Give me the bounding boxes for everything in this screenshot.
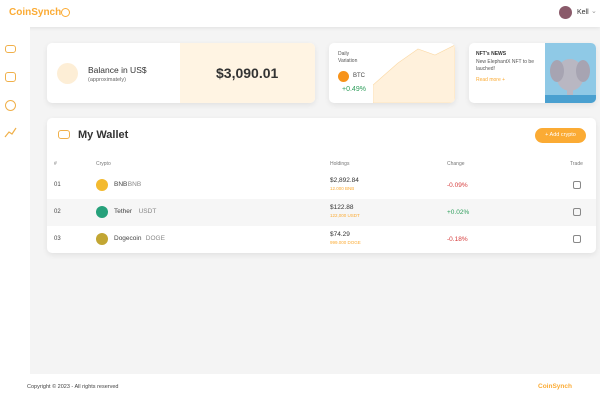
coin-symbol: DOGE xyxy=(145,235,165,242)
daily-coin: BTC xyxy=(353,73,365,79)
nav-icon[interactable] xyxy=(5,72,16,82)
footer-logo: CoinSynch xyxy=(538,383,572,390)
logo[interactable]: CoinSynch xyxy=(9,7,62,18)
holdings-usd: $122.88 xyxy=(330,204,354,211)
footer: Copyright © 2023 - All rights reserved C… xyxy=(0,374,600,400)
holdings-amount: 999.000 DOGE xyxy=(330,240,361,245)
add-crypto-button[interactable]: + Add crypto xyxy=(535,128,586,143)
column-header: # xyxy=(54,161,57,167)
wallet-card: My Wallet + Add crypto # Crypto Holdings Ch… xyxy=(47,118,596,253)
balance-title: Balance in US$ xyxy=(88,65,147,75)
balance-subtitle: (approximately) xyxy=(88,77,126,83)
nav-icon[interactable] xyxy=(5,45,16,53)
holdings-amount: 122,000 USDT xyxy=(330,213,360,218)
row-index: 03 xyxy=(54,236,61,242)
dropdown-arrow[interactable]: ⌄ xyxy=(591,8,597,15)
column-header: Crypto xyxy=(96,161,111,167)
column-header: Trade xyxy=(570,161,583,167)
holdings-usd: $2,892.84 xyxy=(330,177,359,184)
wallet-icon xyxy=(58,130,70,139)
news-title: NFT's NEWS xyxy=(476,51,507,57)
nav-icon[interactable] xyxy=(4,127,17,138)
row-index: 02 xyxy=(54,209,61,215)
coin-icon xyxy=(96,179,108,191)
copyright: Copyright © 2023 - All rights reserved xyxy=(27,384,119,390)
table-row xyxy=(47,199,596,226)
sidebar xyxy=(0,27,30,374)
balance-panel xyxy=(180,43,315,103)
column-header: Change xyxy=(447,161,465,167)
coin-name: Tether xyxy=(114,208,133,215)
change: +0.02% xyxy=(447,209,470,216)
logo-icon xyxy=(61,8,70,17)
variation-chart xyxy=(373,44,455,103)
header: CoinSynch Kell ⌄ xyxy=(0,0,600,27)
daily-change: +0.49% xyxy=(342,86,366,93)
news-card: NFT's NEWS New ElephantX NFT to be lauch… xyxy=(469,43,596,103)
wallet-title: My Wallet xyxy=(78,129,129,141)
coin-name: BNB xyxy=(114,181,128,188)
holdings-usd: $74.29 xyxy=(330,231,350,238)
coin-icon xyxy=(96,233,108,245)
news-link[interactable]: Read more + xyxy=(476,77,506,83)
balance-amount: $3,090.01 xyxy=(216,65,279,81)
row-index: 01 xyxy=(54,182,61,188)
balance-card: Balance in US$ (approximately) $3,090.01 xyxy=(47,43,315,103)
coin-icon xyxy=(96,206,108,218)
column-header: Holdings xyxy=(330,161,350,167)
btc-icon xyxy=(338,71,349,82)
coin-symbol: USDT xyxy=(138,208,157,215)
trade-button[interactable] xyxy=(573,235,581,243)
coin-name: Dogecoin xyxy=(114,235,142,242)
balance-icon xyxy=(57,63,78,84)
daily-card: Daily Variation BTC +0.49% xyxy=(329,43,455,103)
news-image xyxy=(545,43,596,103)
change: -0.18% xyxy=(447,236,468,243)
trade-button[interactable] xyxy=(573,208,581,216)
coin-symbol: BNB xyxy=(127,181,142,188)
daily-title: Daily Variation xyxy=(338,51,358,64)
user-name[interactable]: Kell xyxy=(577,9,589,16)
holdings-amount: 12.000 BNB xyxy=(330,186,355,191)
avatar[interactable] xyxy=(559,6,572,19)
nav-icon[interactable] xyxy=(5,100,16,111)
trade-button[interactable] xyxy=(573,181,581,189)
news-text: New ElephantX NFT to be lauched! xyxy=(476,59,534,72)
change: -0.09% xyxy=(447,182,468,189)
